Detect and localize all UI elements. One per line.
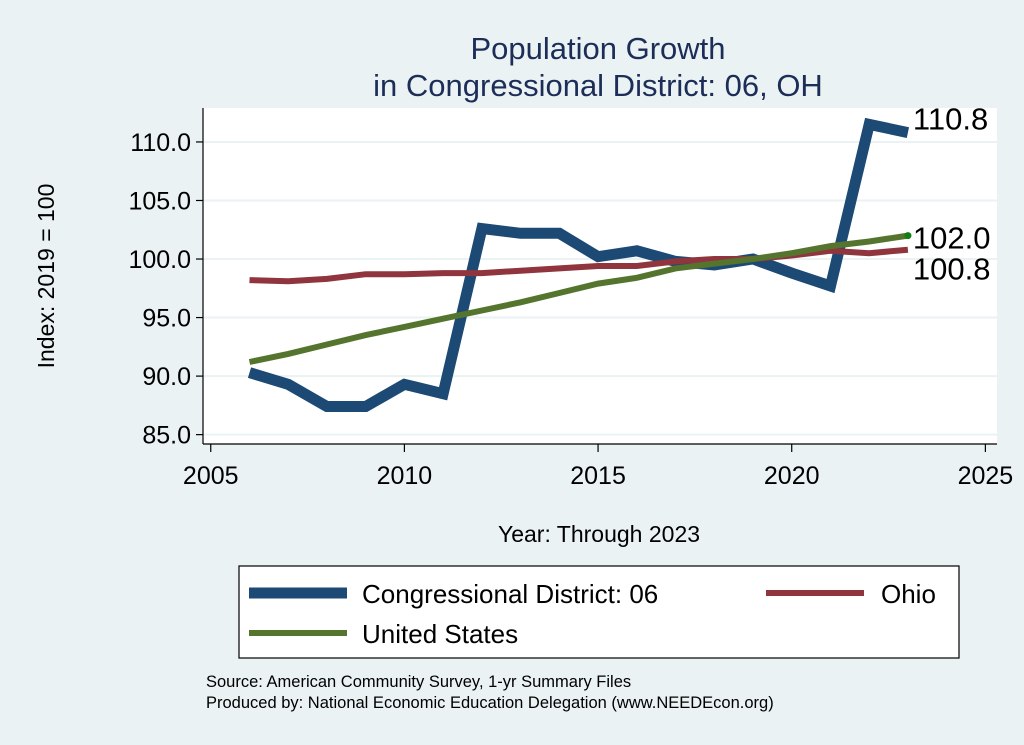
producer-note: Produced by: National Economic Education…: [206, 694, 774, 712]
x-tick-label: 2015: [570, 462, 626, 490]
end-label-us: 102.0: [913, 221, 991, 256]
legend-box: [238, 565, 960, 659]
series-lines: [247, 117, 912, 412]
y-tick-label: 90.0: [142, 363, 191, 391]
source-note: Source: American Community Survey, 1-yr …: [206, 673, 631, 691]
y-tick-label: 105.0: [128, 187, 191, 215]
series-line-us: [248, 232, 909, 365]
x-tick-label: 2005: [183, 462, 239, 490]
legend-label-district: Congressional District: 06: [362, 579, 658, 609]
chart-title-line-2: in Congressional District: 06, OH: [373, 68, 823, 103]
x-axis-ticks: 2005 2010 2015 2020 2025: [183, 444, 1013, 490]
chart-title-line-1: Population Growth: [470, 31, 725, 66]
axes: [202, 108, 997, 445]
y-axis-ticks: 85.0 90.0 95.0 100.0 105.0 110.0: [128, 129, 203, 450]
series-line-district: [247, 117, 910, 412]
legend-label-ohio: Ohio: [881, 579, 936, 609]
end-label-ohio: 100.8: [913, 252, 991, 287]
plot-area: [203, 108, 997, 444]
legend: Congressional District: 06 Ohio United S…: [238, 565, 960, 659]
us-end-marker: [904, 232, 912, 240]
y-axis-title: Index: 2019 = 100: [33, 184, 59, 369]
gridlines: [203, 140, 997, 436]
y-tick-label: 100.0: [128, 246, 191, 274]
x-axis-title: Year: Through 2023: [498, 521, 700, 547]
y-tick-label: 110.0: [130, 129, 191, 157]
end-label-district: 110.8: [913, 102, 988, 137]
x-tick-label: 2020: [764, 462, 820, 490]
y-tick-label: 85.0: [142, 422, 191, 450]
x-tick-label: 2010: [377, 462, 433, 490]
legend-label-us: United States: [362, 619, 518, 649]
x-tick-label: 2025: [958, 462, 1014, 490]
y-tick-label: 95.0: [142, 305, 191, 333]
